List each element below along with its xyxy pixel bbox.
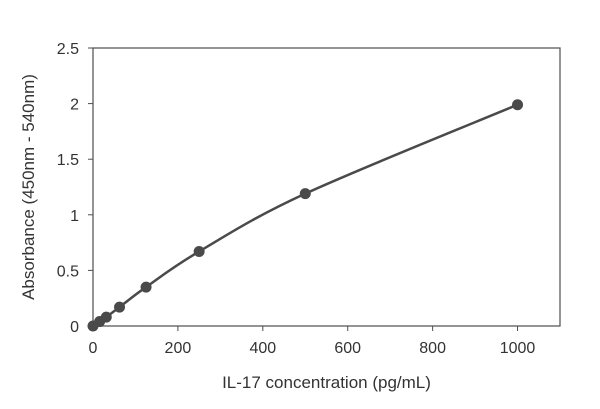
y-tick-label: 0 (70, 319, 79, 336)
x-tick-label: 0 (89, 340, 98, 357)
x-tick-label: 600 (334, 340, 361, 357)
y-tick-label: 1 (70, 208, 79, 225)
data-point (193, 245, 205, 257)
x-axis-title: IL-17 concentration (pg/mL) (222, 373, 431, 392)
series-trendline (92, 103, 519, 328)
x-tick-label: 800 (419, 340, 446, 357)
data-point (512, 99, 524, 111)
data-point (299, 188, 311, 200)
x-tick-label: 400 (249, 340, 276, 357)
x-axis-ticks: 0 200 400 600 800 1000 (89, 326, 536, 357)
y-tick-label: 2.5 (57, 41, 79, 58)
data-points (87, 99, 524, 332)
plot-frame (92, 47, 561, 327)
y-axis-title: Absorbance (450nm - 540nm) (19, 74, 38, 300)
y-tick-label: 0.5 (57, 263, 79, 280)
x-tick-label: 200 (165, 340, 192, 357)
y-axis-ticks: 0 0.5 1 1.5 2 2.5 (57, 41, 93, 336)
x-tick-label: 1000 (500, 340, 536, 357)
y-tick-label: 1.5 (57, 152, 79, 169)
data-point (114, 301, 126, 313)
data-point (100, 311, 112, 323)
data-point (140, 281, 152, 293)
y-tick-label: 2 (70, 97, 79, 114)
